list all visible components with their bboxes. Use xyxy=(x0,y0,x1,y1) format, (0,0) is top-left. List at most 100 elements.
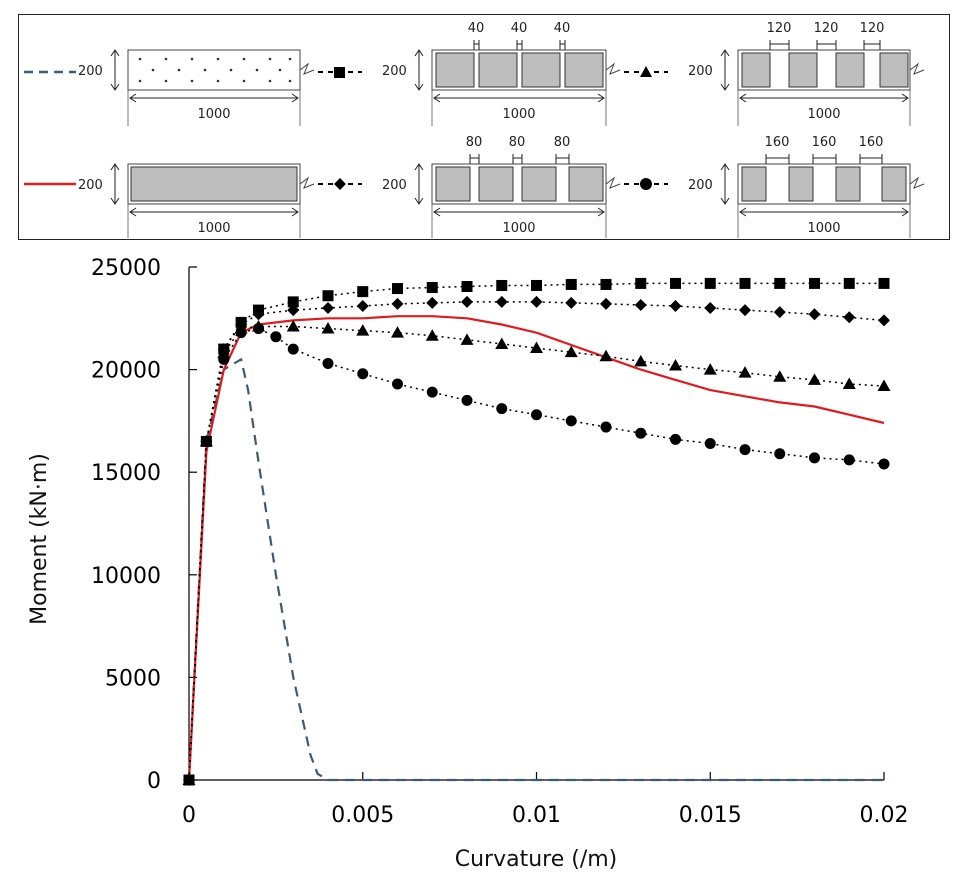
data-point-circle xyxy=(739,444,751,456)
data-point-square xyxy=(496,279,508,291)
data-point-diamond xyxy=(322,302,334,315)
data-point-triangle xyxy=(460,333,474,345)
data-point-triangle xyxy=(356,324,370,336)
data-point-triangle xyxy=(842,377,856,389)
gap-label: 160 xyxy=(765,135,790,150)
data-point-diamond xyxy=(530,295,543,308)
data-point-circle xyxy=(843,454,855,466)
data-point-circle xyxy=(287,343,299,355)
dim-height-label: 200 xyxy=(688,64,713,79)
data-point-diamond xyxy=(356,299,369,312)
gap-label: 80 xyxy=(554,135,571,150)
data-point-diamond xyxy=(634,298,647,311)
data-point-diamond xyxy=(495,295,508,308)
section-boxes-gap-120: 200 1000 120 120 120 xyxy=(688,21,925,126)
data-point-diamond xyxy=(565,296,578,309)
data-point-triangle xyxy=(391,326,404,338)
axes: 0 5000 10000 15000 20000 25000 0 0.005 0.01 0.015… xyxy=(91,256,908,828)
data-point-square xyxy=(461,280,473,292)
data-point-triangle xyxy=(669,358,682,371)
data-point-triangle xyxy=(425,329,439,341)
gap-label: 40 xyxy=(511,21,528,36)
series-layer xyxy=(182,277,891,786)
dim-width-label: 1000 xyxy=(197,107,230,122)
dim-width-label: 1000 xyxy=(502,221,535,236)
data-point-circle xyxy=(635,427,647,439)
gap-label: 120 xyxy=(860,21,885,36)
data-point-square xyxy=(635,277,647,289)
dim-height-label: 200 xyxy=(382,64,407,79)
dim-height-label: 200 xyxy=(78,64,103,79)
data-point-square xyxy=(704,277,716,289)
legend-key-diamond xyxy=(318,178,362,190)
data-point-triangle xyxy=(286,320,300,332)
data-point-circle xyxy=(531,409,542,421)
data-point-triangle xyxy=(321,322,335,334)
moment-curvature-chart: 0 5000 10000 15000 20000 25000 0 0.005 0.01 0.015… xyxy=(27,256,908,872)
data-point-square xyxy=(843,277,855,289)
dim-height-label: 200 xyxy=(382,178,407,193)
gap-label: 120 xyxy=(814,21,839,36)
data-point-circle xyxy=(809,452,820,464)
section-boxes-gap-80: 200 1000 80 80 80 xyxy=(382,135,621,238)
data-point-circle xyxy=(322,357,334,369)
gap-label: 40 xyxy=(554,21,571,36)
data-point-diamond xyxy=(461,295,473,308)
y-tick-label: 5000 xyxy=(105,666,161,691)
data-point-diamond xyxy=(426,296,439,309)
gap-label: 160 xyxy=(859,135,884,150)
data-point-square xyxy=(739,277,751,289)
y-tick-label: 10000 xyxy=(91,564,161,589)
data-point-triangle xyxy=(599,349,613,362)
data-point-square xyxy=(235,316,247,328)
x-tick-label: 0.02 xyxy=(860,803,909,828)
data-point-triangle xyxy=(634,354,648,367)
data-point-triangle xyxy=(773,370,787,382)
dim-width-label: 1000 xyxy=(197,221,230,236)
data-point-triangle xyxy=(564,345,578,358)
series-triangle xyxy=(182,320,891,785)
series-square xyxy=(183,277,890,786)
data-point-triangle xyxy=(703,363,717,375)
data-point-diamond xyxy=(600,297,612,310)
data-point-circle xyxy=(878,458,890,470)
data-point-triangle xyxy=(495,337,509,349)
dim-width-label: 1000 xyxy=(502,107,535,122)
x-tick-label: 0.01 xyxy=(512,803,561,828)
y-axis-label: Moment (kN·m) xyxy=(27,453,52,625)
section-boxes-gap-40: 200 1000 40 40 40 xyxy=(382,21,621,126)
data-point-circle xyxy=(565,415,577,427)
data-point-square xyxy=(357,286,369,298)
gap-label: 80 xyxy=(466,135,483,150)
data-point-square xyxy=(531,279,542,291)
dim-width-label: 1000 xyxy=(807,221,840,236)
data-point-square xyxy=(774,277,786,289)
data-point-square xyxy=(287,296,299,308)
series-dashed xyxy=(187,358,884,782)
data-point-square xyxy=(218,343,230,355)
series-line-dashed xyxy=(187,358,884,782)
data-point-diamond xyxy=(808,308,821,321)
data-point-diamond xyxy=(669,299,682,312)
data-point-square xyxy=(183,774,195,786)
series-line-triangle xyxy=(188,325,885,781)
section-plain-wall: 200 1000 xyxy=(78,49,315,126)
y-tick-label: 15000 xyxy=(91,461,161,486)
data-point-triangle xyxy=(252,320,265,332)
data-point-circle xyxy=(496,403,508,415)
data-point-diamond xyxy=(391,297,404,310)
data-point-circle xyxy=(704,437,716,449)
data-point-square xyxy=(809,277,820,289)
dim-height-label: 200 xyxy=(78,178,103,193)
series-line-circle xyxy=(188,327,885,781)
legend-key-triangle xyxy=(624,66,668,77)
data-point-circle xyxy=(600,421,612,433)
data-point-square xyxy=(878,277,890,289)
series-line-solid-red xyxy=(187,315,885,781)
data-point-diamond xyxy=(773,306,786,319)
x-tick-label: 0.005 xyxy=(331,803,394,828)
data-point-square xyxy=(565,278,577,290)
data-point-diamond xyxy=(878,314,890,327)
data-point-square xyxy=(392,283,403,295)
y-tick-label: 25000 xyxy=(91,256,161,281)
